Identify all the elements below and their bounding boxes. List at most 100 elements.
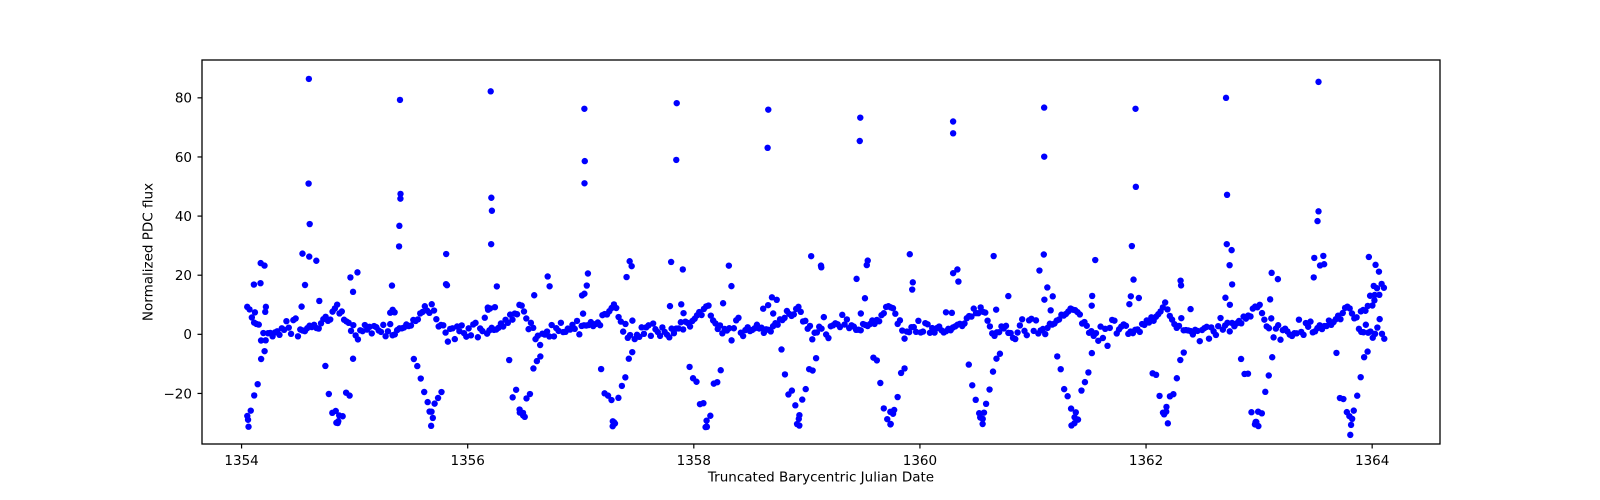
- data-point: [557, 319, 565, 326]
- data-point: [948, 309, 956, 317]
- data-point: [246, 306, 253, 313]
- data-point: [797, 308, 804, 316]
- data-point: [673, 99, 680, 107]
- data-point: [906, 251, 913, 258]
- data-point: [313, 257, 320, 264]
- data-point: [1057, 365, 1064, 373]
- data-point: [421, 388, 428, 396]
- data-point: [1076, 311, 1084, 318]
- data-point: [954, 266, 961, 273]
- data-point: [1055, 316, 1063, 323]
- data-point: [909, 279, 916, 286]
- data-point: [245, 423, 252, 430]
- data-point: [679, 326, 687, 333]
- data-point: [1088, 349, 1096, 357]
- data-point: [306, 220, 313, 228]
- data-point: [656, 332, 664, 340]
- data-point: [924, 321, 931, 328]
- data-point: [1178, 314, 1185, 322]
- data-point: [1380, 284, 1388, 291]
- data-point: [533, 357, 541, 365]
- data-point: [889, 410, 897, 417]
- data-point: [725, 262, 733, 269]
- data-point: [546, 283, 553, 290]
- data-point: [255, 321, 262, 328]
- data-point: [1067, 405, 1075, 412]
- data-point: [667, 258, 675, 266]
- y-tick-label: 40: [175, 209, 192, 225]
- data-point: [619, 328, 627, 335]
- data-point: [996, 350, 1004, 357]
- data-point: [306, 253, 313, 260]
- data-point: [550, 333, 558, 340]
- y-tick-label: 80: [175, 91, 192, 107]
- data-point: [1362, 307, 1369, 314]
- data-point: [880, 405, 887, 412]
- data-point: [247, 407, 254, 414]
- data-point: [430, 307, 438, 314]
- data-point: [1081, 378, 1089, 386]
- data-point: [613, 304, 620, 312]
- data-point: [1226, 261, 1233, 269]
- data-point: [1310, 274, 1317, 281]
- data-point: [1365, 253, 1373, 261]
- data-point: [623, 273, 630, 281]
- data-point: [1132, 105, 1139, 112]
- data-point: [257, 337, 265, 344]
- data-point: [543, 328, 551, 335]
- data-point: [583, 282, 590, 289]
- data-point: [1222, 294, 1229, 301]
- data-point: [1223, 240, 1230, 248]
- data-point: [1122, 322, 1130, 329]
- data-point: [518, 302, 525, 309]
- data-point: [1372, 261, 1379, 269]
- data-point: [1170, 390, 1177, 398]
- data-point: [818, 325, 825, 332]
- data-point: [919, 328, 927, 335]
- data-point: [1247, 313, 1254, 320]
- data-point: [714, 378, 721, 386]
- data-point: [873, 357, 881, 364]
- data-point: [1187, 305, 1194, 313]
- data-point: [1088, 292, 1096, 300]
- data-point: [1041, 296, 1048, 303]
- data-point: [262, 303, 270, 311]
- data-point: [1078, 387, 1085, 394]
- data-point: [354, 336, 362, 343]
- x-tick-label: 1358: [677, 453, 711, 469]
- data-point: [1348, 310, 1356, 317]
- data-point: [673, 156, 680, 164]
- data-point: [894, 393, 901, 401]
- data-point: [410, 355, 418, 363]
- data-point: [347, 274, 354, 281]
- data-point: [481, 314, 488, 321]
- data-point: [294, 333, 302, 340]
- data-point: [254, 381, 261, 388]
- data-point: [581, 180, 588, 187]
- data-point: [792, 402, 799, 409]
- data-point: [767, 328, 774, 335]
- data-point: [1224, 319, 1231, 327]
- data-point: [992, 306, 1000, 313]
- data-point: [388, 282, 396, 289]
- data-point: [1347, 421, 1355, 429]
- data-point: [880, 310, 887, 317]
- data-point: [276, 331, 283, 339]
- data-point: [825, 334, 832, 342]
- data-point: [1364, 348, 1371, 355]
- data-point: [864, 257, 871, 264]
- data-point: [1315, 78, 1322, 86]
- data-point: [428, 408, 435, 415]
- data-point: [768, 294, 776, 301]
- data-points-layer: [244, 75, 1388, 439]
- data-point: [949, 118, 957, 125]
- data-point: [377, 328, 385, 336]
- data-point: [1127, 293, 1135, 300]
- data-point: [504, 319, 512, 327]
- data-point: [1217, 314, 1224, 322]
- data-point: [626, 258, 633, 265]
- data-point: [1215, 322, 1222, 330]
- data-point: [626, 331, 634, 339]
- data-point: [530, 324, 537, 332]
